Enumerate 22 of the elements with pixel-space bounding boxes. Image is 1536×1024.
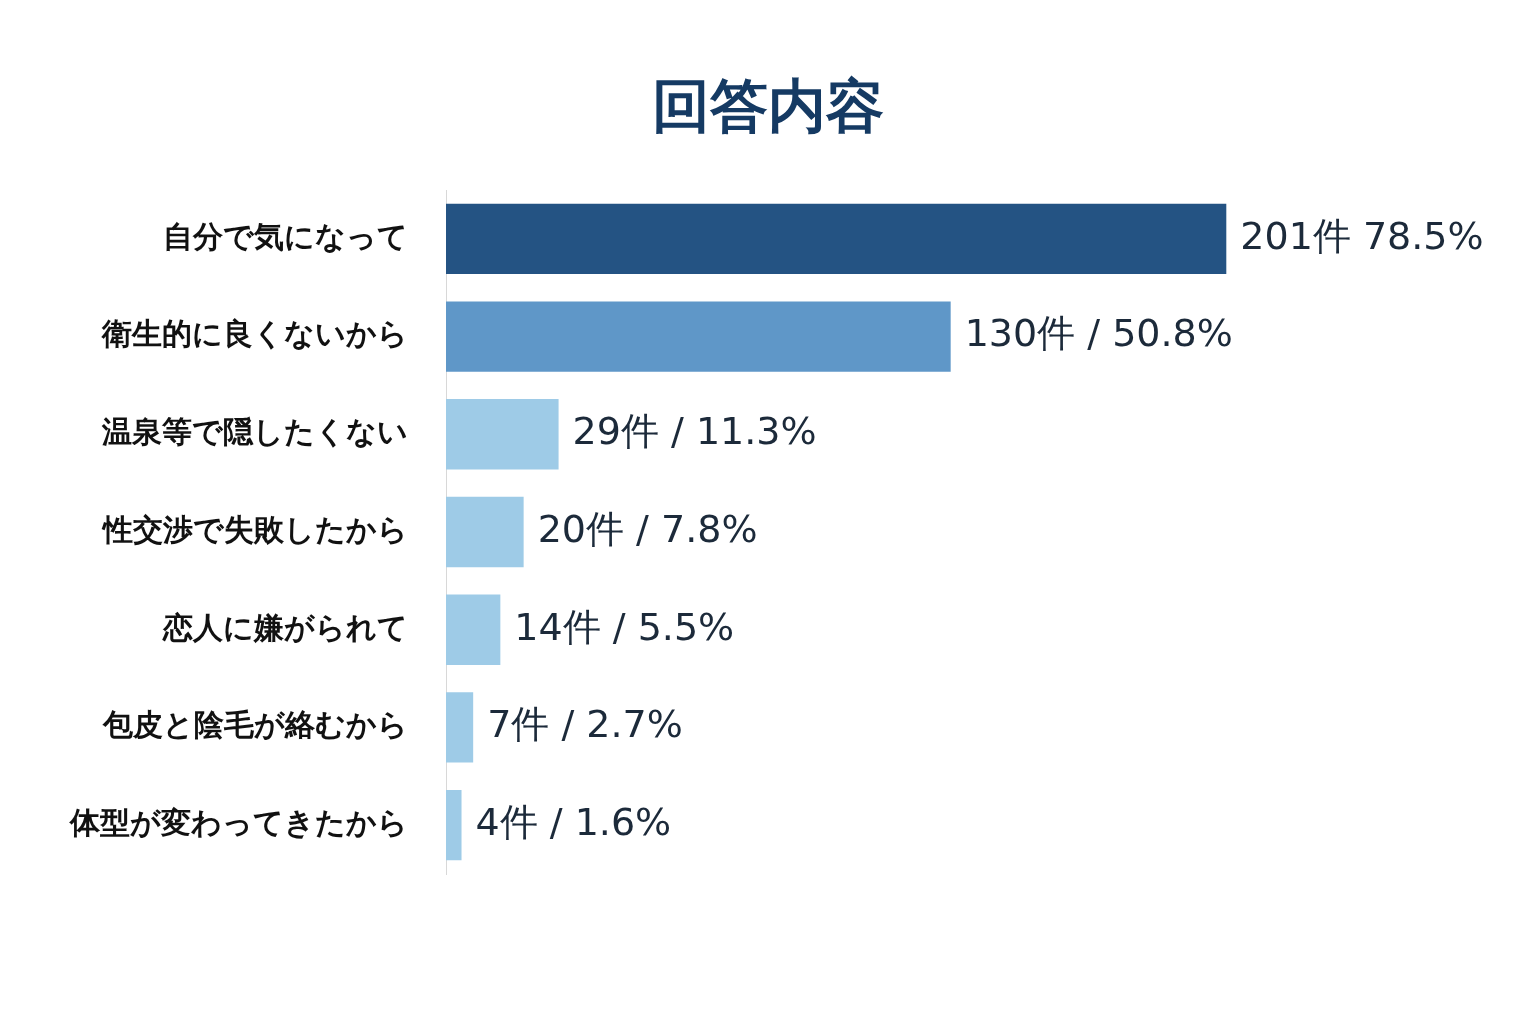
data-label: 29件 / 11.3% <box>572 409 817 454</box>
data-label: 4件 / 1.6% <box>475 800 672 845</box>
bar <box>446 203 1227 275</box>
y-tick-label: 恋人に嫌がられて <box>162 609 408 645</box>
y-tick-label: 包皮と陰毛が絡むから <box>102 707 408 743</box>
data-label: 201件 78.5% <box>1240 213 1484 258</box>
y-tick-label: 自分で気になって <box>163 218 408 254</box>
bar <box>446 301 951 372</box>
bar <box>446 789 462 861</box>
bar <box>446 496 524 568</box>
bar <box>446 399 559 470</box>
bar <box>446 594 501 665</box>
y-tick-label: 温泉等で隠したくない <box>101 414 408 450</box>
data-label: 130件 / 50.8% <box>964 311 1233 356</box>
data-label: 7件 / 2.7% <box>487 702 683 747</box>
bar <box>446 692 474 763</box>
y-tick-label: 衛生的に良くないから <box>101 316 408 352</box>
y-tick-label: 体型が変わってきたから <box>69 804 408 840</box>
chart-title: 回答内容 <box>651 71 885 142</box>
y-tick-label: 性交渉で失敗したから <box>101 511 408 547</box>
data-label: 20件 / 7.8% <box>537 506 758 551</box>
data-label: 14件 / 5.5% <box>514 604 735 649</box>
